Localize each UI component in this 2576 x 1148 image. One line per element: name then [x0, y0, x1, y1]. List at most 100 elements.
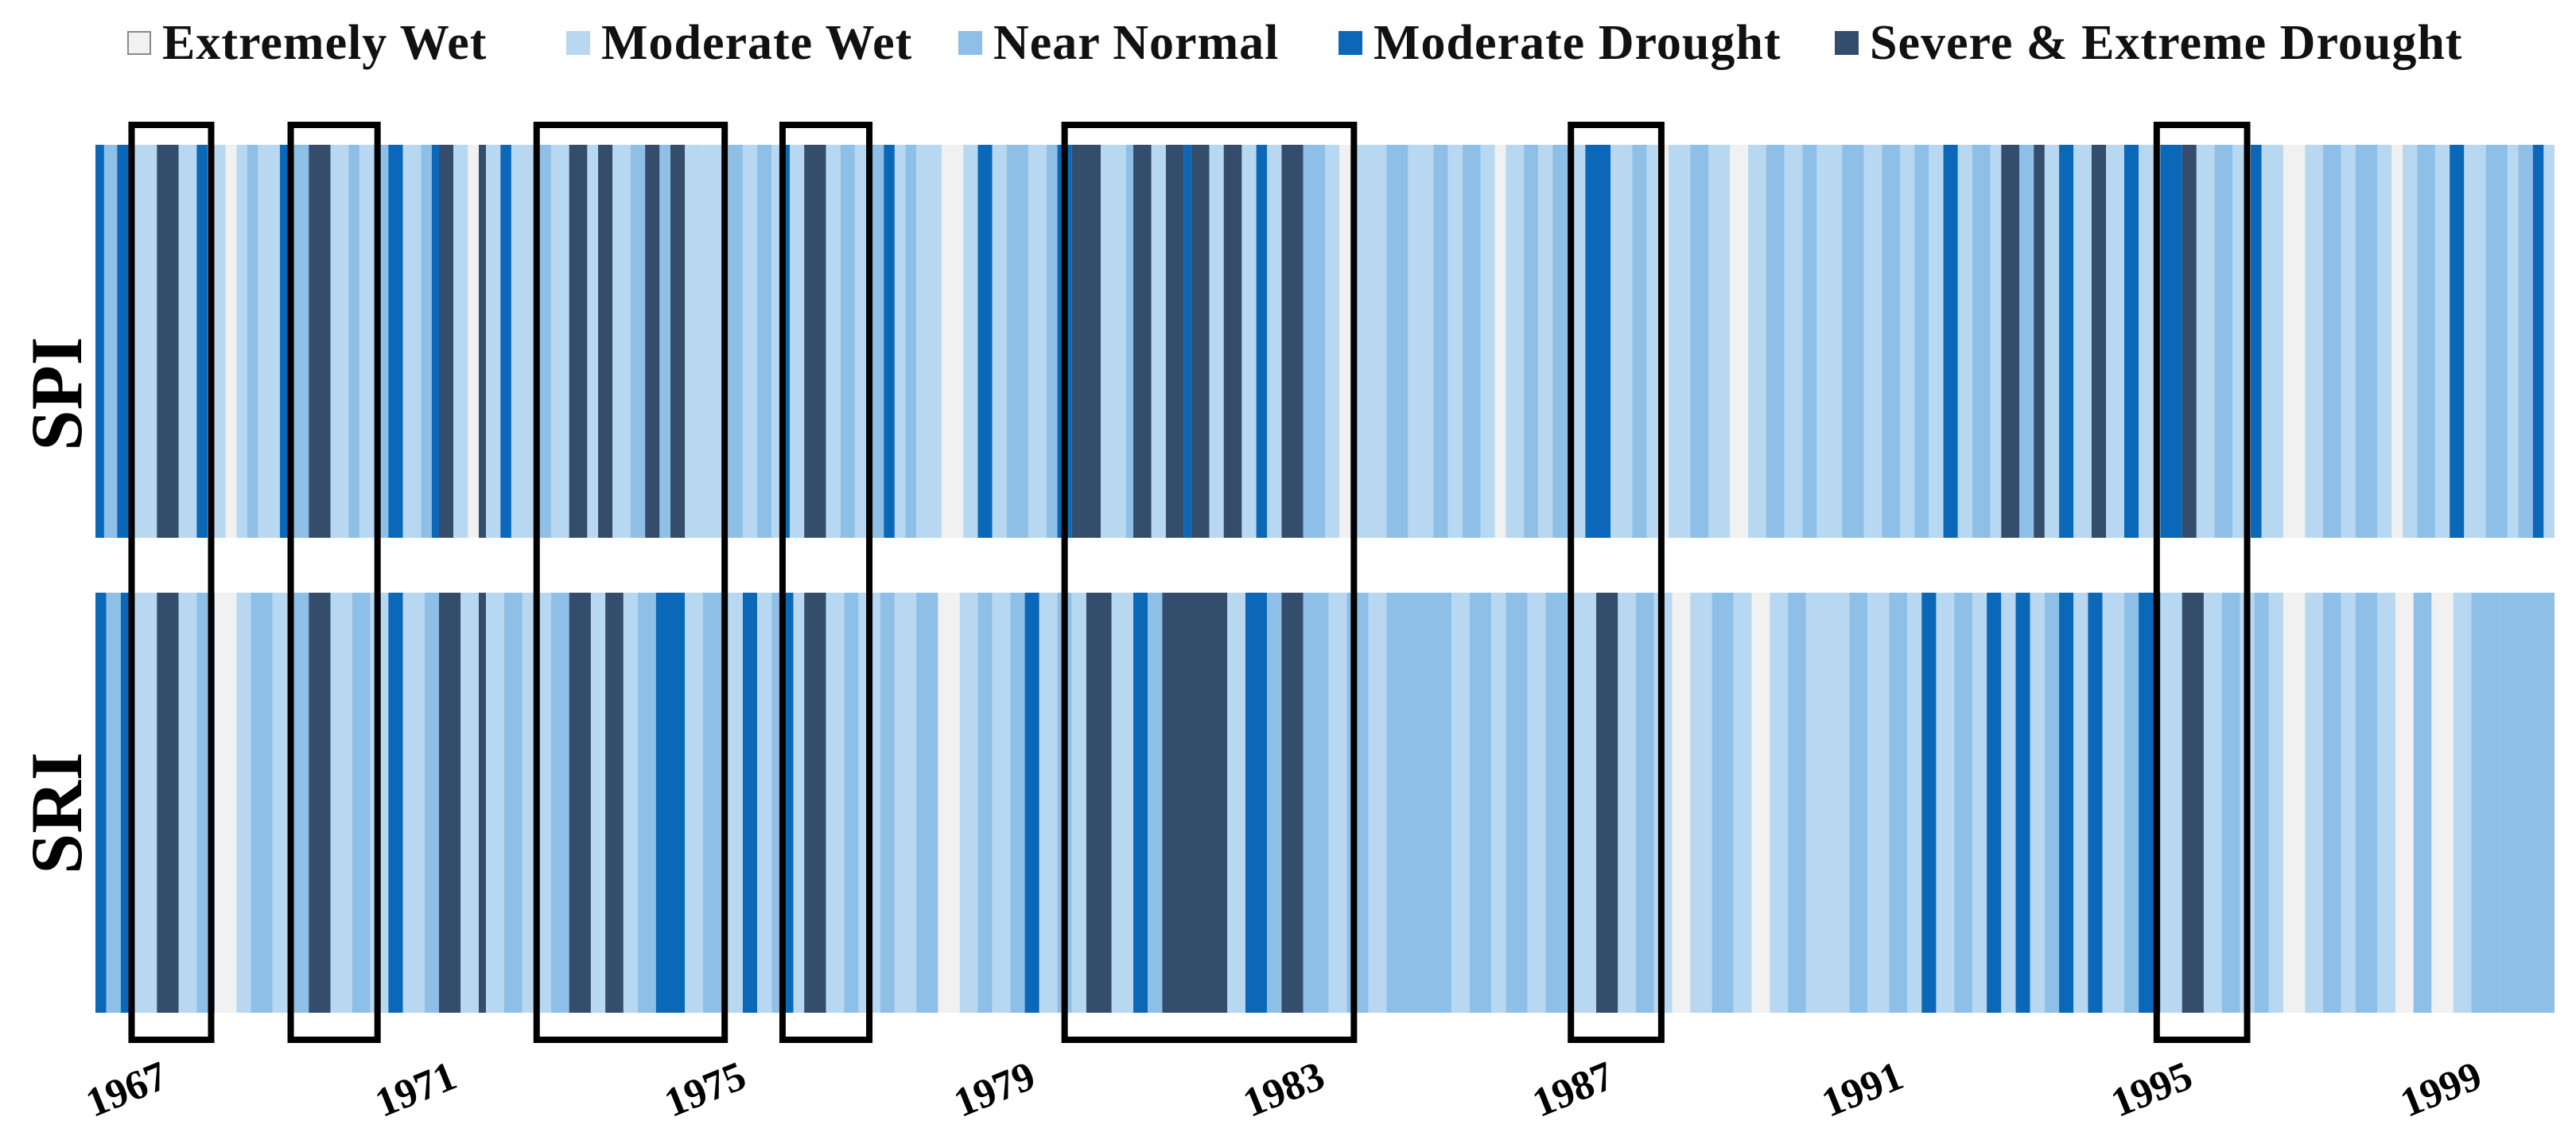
segment-sri [503, 593, 523, 1013]
segment-spi [2341, 145, 2356, 538]
segment-sri [1328, 593, 1347, 1013]
segment-sri [1491, 593, 1506, 1013]
segment-sri [725, 593, 743, 1013]
segment-spi [2403, 145, 2418, 538]
segment-sri [178, 593, 197, 1013]
segment-spi [421, 145, 432, 538]
segment-spi [1972, 145, 1991, 538]
segment-spi [1133, 145, 1152, 538]
legend-swatch-extremely-wet [127, 31, 151, 55]
segment-spi [236, 145, 247, 538]
segment-spi [1816, 145, 1843, 538]
segment-spi [330, 145, 349, 538]
segment-spi [1748, 145, 1766, 538]
segment-spi [2034, 145, 2045, 538]
segment-spi [1708, 145, 1731, 538]
segment-sri [1024, 593, 1039, 1013]
segment-sri [1527, 593, 1546, 1013]
highlight-boxes [128, 122, 2251, 1043]
segment-spi [536, 145, 551, 538]
segment-spi [1028, 145, 1047, 538]
segment-sri [2341, 593, 2356, 1013]
segment-spi [550, 145, 569, 538]
segment-sri [2182, 593, 2204, 1013]
segment-spi [905, 145, 917, 538]
segment-sri [804, 593, 826, 1013]
segment-sri [605, 593, 624, 1013]
segment-sri [309, 593, 331, 1013]
segment-spi [290, 145, 309, 538]
segment-spi [1668, 145, 1691, 538]
segment-sri [1267, 593, 1282, 1013]
segment-spi [438, 145, 454, 538]
highlight-box-4 [779, 122, 873, 1043]
segment-sri [1672, 593, 1691, 1013]
highlight-box-1 [128, 122, 215, 1043]
segment-spi [348, 145, 359, 538]
segment-sri [1805, 593, 1850, 1013]
highlight-box-6 [1568, 122, 1665, 1043]
segment-spi [1241, 145, 1257, 538]
segment-sri [2500, 593, 2555, 1013]
segment-sri [1545, 593, 1568, 1013]
segment-spi [1524, 145, 1539, 538]
segment-spi [1899, 145, 1915, 538]
segment-spi [2543, 145, 2555, 538]
segment-spi [2261, 145, 2283, 538]
segment-spi [2434, 145, 2450, 538]
segment-sri [938, 593, 960, 1013]
segment-sri [1936, 593, 1955, 1013]
segment-sri [2305, 593, 2323, 1013]
segment-sri [486, 593, 504, 1013]
segment-spi [1071, 145, 1102, 538]
x-axis-ticks: 1967 1971 1975 1979 1983 1987 1991 1995 1999 [80, 1053, 2488, 1127]
segment-spi [2059, 145, 2074, 538]
segment-spi [2019, 145, 2034, 538]
segment-spi [2214, 145, 2233, 538]
x-tick-label: 1991 [1816, 1053, 1910, 1127]
segment-sri [894, 593, 917, 1013]
x-tick-label: 1971 [369, 1053, 463, 1127]
segment-sri [2030, 593, 2045, 1013]
segment-spi [1882, 145, 1900, 538]
segment-spi [1929, 145, 1944, 538]
legend-item-severe-extreme-drought: Severe & Extreme Drought [1835, 14, 2462, 72]
segment-spi [1433, 145, 1448, 538]
segment-sri [1162, 593, 1228, 1013]
segment-sri [757, 593, 772, 1013]
segment-spi [790, 145, 805, 538]
segment-spi [258, 145, 280, 538]
segment-spi [1006, 145, 1029, 538]
segment-sri [2355, 593, 2378, 1013]
segment-spi [1784, 145, 1803, 538]
segment-spi [2044, 145, 2060, 538]
segment-sri [2044, 593, 2060, 1013]
legend-label-moderate-wet: Moderate Wet [601, 15, 913, 70]
segment-spi [1802, 145, 1817, 538]
segment-sri [388, 593, 403, 1013]
segment-spi [757, 145, 772, 538]
segment-spi [916, 145, 942, 538]
segment-sri [1849, 593, 1868, 1013]
segment-spi [431, 145, 439, 538]
segment-sri [793, 593, 805, 1013]
segment-sri [95, 593, 107, 1013]
segment-sri [1506, 593, 1528, 1013]
legend-swatch-moderate-wet [566, 31, 590, 55]
segment-spi [742, 145, 758, 538]
segment-sri [569, 593, 591, 1013]
x-tick-label: 1979 [948, 1053, 1042, 1127]
segment-spi [2001, 145, 2020, 538]
segment-sri [2221, 593, 2240, 1013]
segment-spi [1914, 145, 1929, 538]
segment-spi [478, 145, 487, 538]
segment-sri [1303, 593, 1329, 1013]
segment-spi [992, 145, 1007, 538]
legend: Extremely Wet Moderate Wet Near Normal M… [0, 0, 2576, 88]
highlight-box-5 [1061, 122, 1358, 1043]
segment-spi [1447, 145, 1463, 538]
segment-spi [1585, 145, 1611, 538]
segment-sri [655, 593, 686, 1013]
heatmap-rows [95, 145, 2555, 1013]
segment-spi [1151, 145, 1166, 538]
